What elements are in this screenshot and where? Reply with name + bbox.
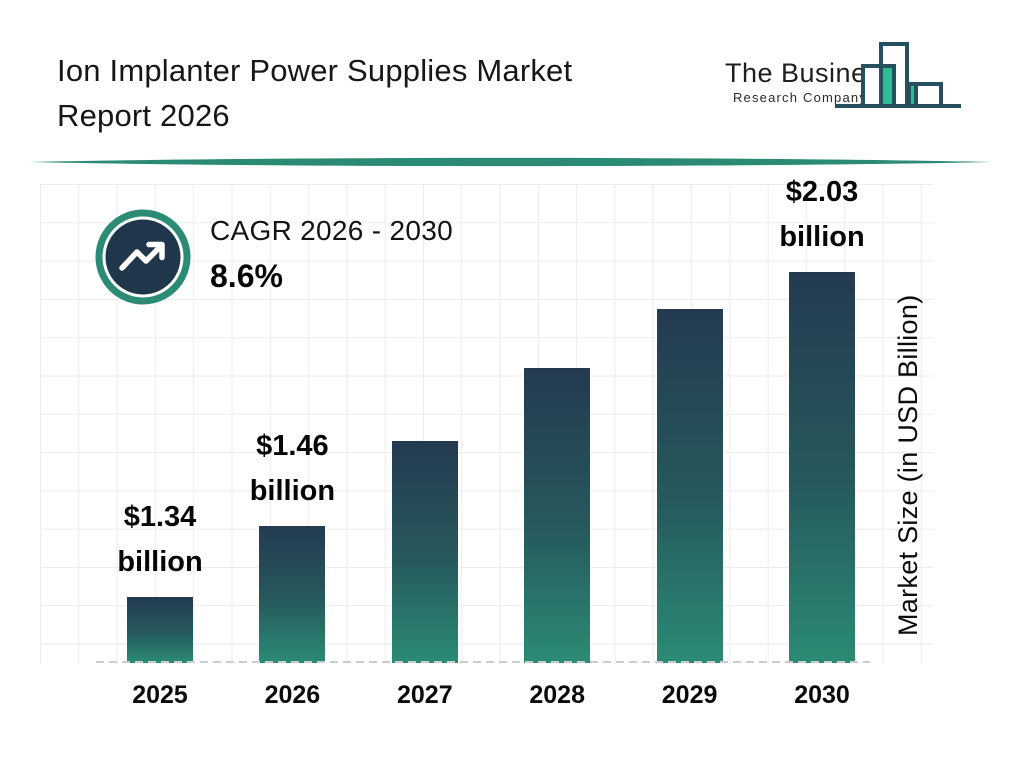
header-divider (30, 157, 992, 167)
bar-value-amount: $1.46 (256, 430, 329, 462)
y-axis-title: Market Size (in USD Billion) (893, 294, 923, 636)
bar-chart-logo-icon (835, 42, 961, 108)
bar-value-label-2030: $2.03 billion (732, 170, 912, 260)
bar-value-label-2025: $1.34 billion (70, 495, 250, 585)
bar-value-unit: billion (779, 221, 865, 253)
bar-2030 (789, 272, 855, 663)
bar-2028 (524, 368, 591, 663)
page-title: Ion Implanter Power Supplies Market Repo… (57, 48, 572, 138)
bar-value-unit: billion (117, 546, 203, 578)
company-logo: The Business Research Company (725, 40, 967, 116)
x-tick-label-2025: 2025 (132, 681, 188, 709)
cagr-value: 8.6% (210, 258, 283, 294)
trending-up-icon (119, 241, 165, 271)
bar-value-unit: billion (249, 475, 336, 507)
bar-2025 (127, 597, 193, 663)
bar-value-amount: $1.34 (123, 501, 197, 533)
x-tick-label-2027: 2027 (396, 681, 453, 709)
chart-baseline (96, 661, 870, 663)
bar-value-label-2026: $1.46 billion (202, 424, 382, 514)
bar-2027 (391, 441, 458, 663)
x-tick-label-2028: 2028 (529, 681, 585, 709)
x-tick-label-2029: 2029 (661, 681, 718, 709)
cagr-label: CAGR 2026 - 2030 (210, 215, 453, 246)
page-title-line2: Report 2026 (57, 98, 230, 133)
bar-value-amount: $2.03 (785, 176, 859, 208)
bar-2029 (656, 309, 723, 663)
bar-2026 (259, 526, 326, 663)
x-tick-label-2026: 2026 (264, 681, 321, 709)
page-title-line1: Ion Implanter Power Supplies Market (57, 53, 573, 88)
cagr-badge (95, 209, 191, 305)
logo-tagline: Research Company (732, 90, 868, 105)
x-tick-label-2030: 2030 (794, 681, 850, 709)
